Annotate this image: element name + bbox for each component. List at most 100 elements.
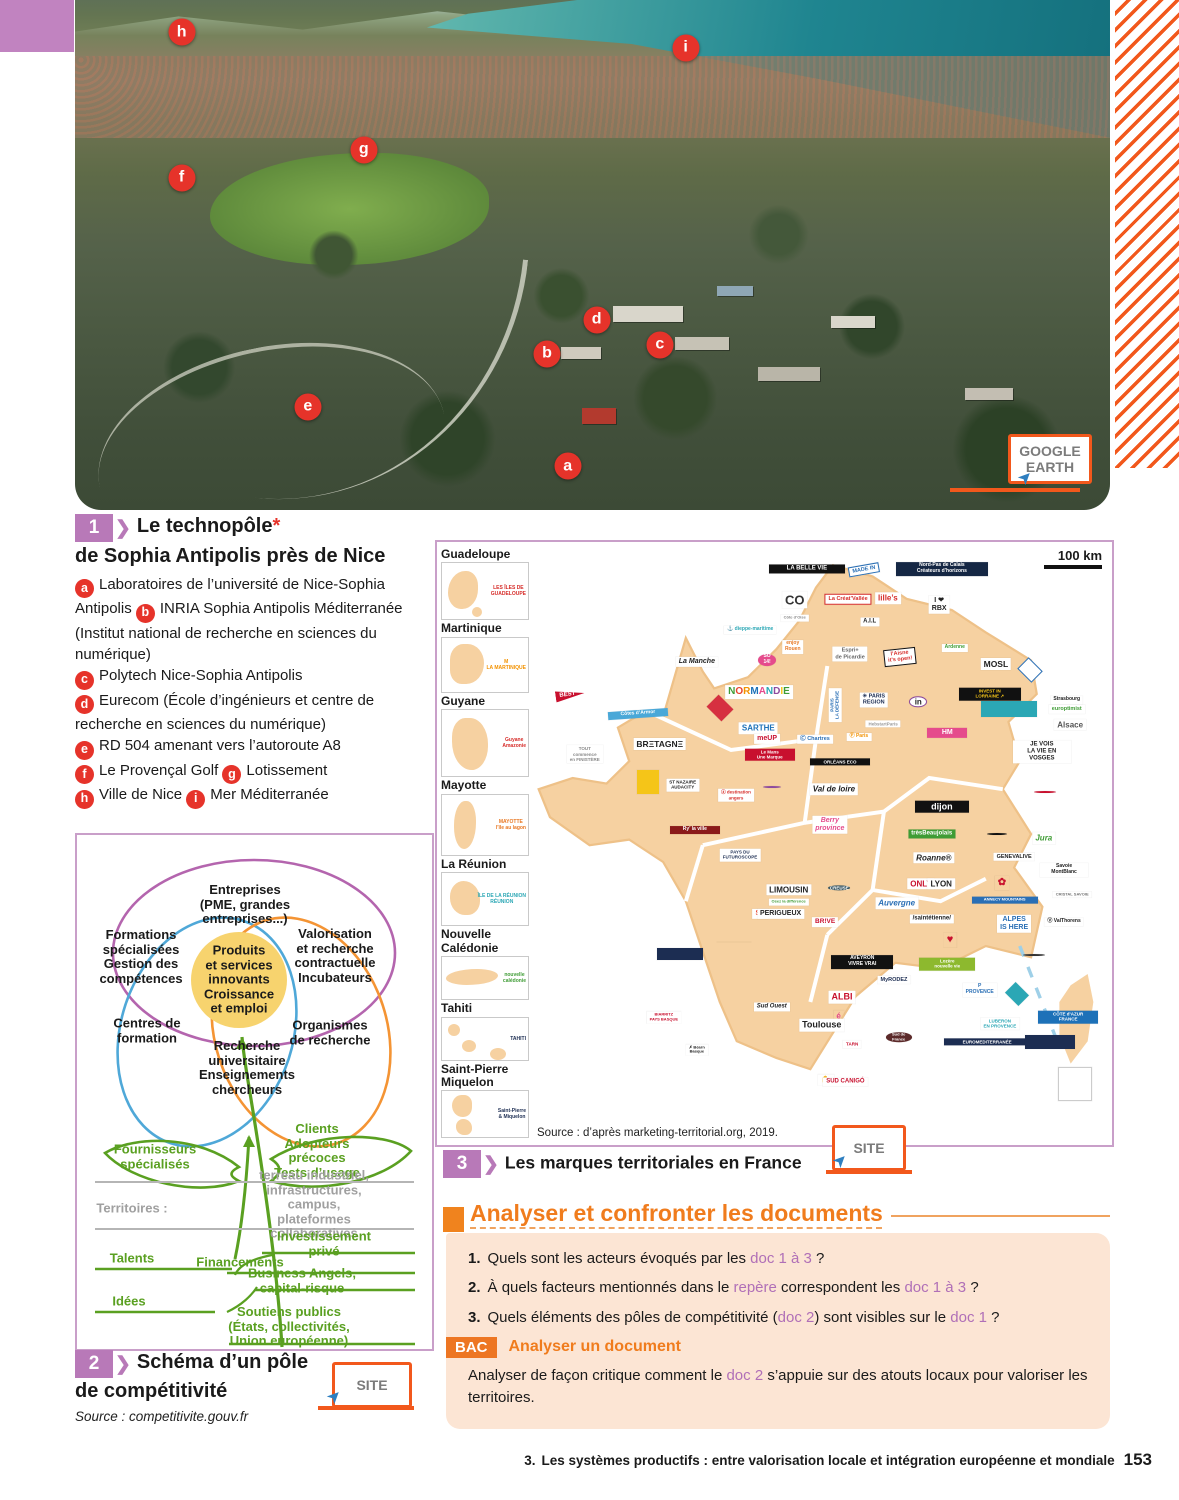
corner-decoration — [0, 0, 74, 52]
brand-chip: Côte d’Oise — [780, 614, 809, 622]
question-text: ? — [966, 1279, 979, 1297]
doc-reference-link[interactable]: doc 1 à 3 — [904, 1279, 967, 1297]
brand-chip: Ⓥ ValThorens — [1044, 917, 1084, 926]
map-scale: 100 km — [1044, 548, 1102, 569]
territory-box: LES ÎLES DE GUADELOUPE — [441, 562, 529, 621]
google-earth-credit: GOOGLE EARTH — [1008, 434, 1092, 484]
brand-chip: Savoie MontBlanc — [1040, 863, 1089, 877]
brand-chip: Côtes d’Armor — [607, 707, 669, 720]
brand-chip: GENEVALIVE — [993, 852, 1035, 862]
brand-chip — [1024, 1034, 1075, 1049]
doc2-diagram-panel: Entreprises (PME, grandes entreprises...… — [75, 833, 434, 1351]
brand-chip: JE VOIS LA VIE EN VOSGES — [1012, 740, 1071, 764]
territory-box: ÎLE DE LA RÉUNION RÉUNION — [441, 872, 529, 927]
question-row: 1. Quels sont les acteurs évoqués par les… — [468, 1249, 1090, 1269]
petal-label-organismes: Organismes de recherche — [289, 1017, 371, 1047]
brand-chip: é — [833, 1010, 843, 1021]
brand-chip: Sud Ouest — [753, 1002, 790, 1012]
brand-chip: meUP — [754, 734, 780, 745]
page-footer: 3. Les systèmes productifs : entre valor… — [524, 1450, 1152, 1470]
island-shape — [472, 607, 482, 618]
brand-chip: TARN — [843, 1040, 862, 1048]
brand-chip: I ❤ RBX — [928, 595, 950, 614]
photo-marker-i: i — [672, 34, 700, 62]
question-text: Quels éléments des pôles de compétitivit… — [487, 1308, 778, 1326]
section-marker — [443, 1207, 464, 1232]
credit-underline — [950, 488, 1080, 492]
chapter-title: Les systèmes productifs : entre valorisa… — [541, 1453, 1115, 1468]
territory-name: La Réunion — [441, 856, 507, 871]
building — [675, 336, 730, 350]
brand-chip: MOSL — [980, 657, 1012, 670]
legend-text: Laboratoires de l’université de Nice-Sop… — [75, 576, 385, 618]
brand-chip: lille’s — [875, 592, 901, 604]
territory-box: TAHITI — [441, 1016, 529, 1061]
territory-box: MAYOTTE l’île au lagon — [441, 793, 529, 856]
brand-chip: BEST — [555, 688, 585, 703]
brand-chip: ✿ — [995, 876, 1009, 890]
legend-badge-b: b — [135, 603, 155, 623]
bac-title: Analyser un document — [508, 1338, 681, 1356]
brand-chip: Toulouse — [799, 1018, 845, 1032]
scale-bar — [1044, 565, 1102, 569]
doc-reference-link[interactable]: doc 1 à 3 — [750, 1250, 812, 1267]
territory-name: Guadeloupe — [441, 547, 511, 561]
photo-marker-d: d — [583, 306, 611, 334]
question-text: Quels sont les acteurs évoqués par les — [487, 1250, 751, 1267]
financements-label: Financements — [196, 1254, 284, 1270]
brand-chip: Jura — [1032, 832, 1056, 844]
doc-reference-link[interactable]: repère — [733, 1279, 777, 1297]
site-label: SITE — [853, 1139, 885, 1156]
doc2-title-line1: Schéma d’un pôle — [136, 1351, 309, 1374]
brand-chip: Berry province — [812, 815, 848, 835]
stripe-decoration — [1115, 0, 1179, 468]
heading-rule — [890, 1215, 1110, 1217]
brand-chip: trèsBeaujolais — [908, 829, 956, 839]
brand-chip: SUD CANIGÓ — [823, 1077, 868, 1087]
flower-center-label: Produits et services innovants Croissanc… — [203, 942, 275, 1016]
doc-reference-link[interactable]: doc 1 — [950, 1308, 987, 1326]
brand-chip: BIARRITZ PAYS BASQUE — [647, 1011, 681, 1022]
brand-chip: SARTHE — [738, 722, 778, 735]
brand-chip: enjoy Rouen — [781, 640, 804, 654]
petal-label-recherche: Recherche universitaire Enseignements ch… — [198, 1037, 296, 1097]
doc3-title: Les marques territoriales en France — [504, 1152, 802, 1173]
leaf-label-clients: Clients Adopteurs précoces Tests d’usage — [274, 1120, 360, 1180]
legend-text: Ville de Nice — [99, 786, 187, 804]
question-row: 2. À quels facteurs mentionnés dans le re… — [468, 1278, 1090, 1298]
doc-reference-link[interactable]: doc 2 — [726, 1366, 764, 1384]
brand-chip — [1017, 657, 1044, 683]
site-underline — [318, 1406, 414, 1410]
brand-chip: CÔTE d’AZUR FRANCE — [1038, 1010, 1099, 1024]
petal-label-valorisation: Valorisation et recherche contractuelle … — [294, 925, 376, 985]
legend-badge-e: e — [75, 740, 94, 760]
brand-chip: LUBERON EN PROVENCE — [980, 1017, 1020, 1031]
territory-logo: nouvelle calédonie — [502, 972, 526, 985]
business-label: Business Angels, capital-risque — [248, 1265, 356, 1295]
brand-chip: ORLÉANS ECO — [809, 758, 870, 766]
territory-logo: MAYOTTE l’île au lagon — [495, 818, 526, 831]
island-shape — [490, 1047, 506, 1060]
island-shape — [452, 1095, 472, 1118]
brand-chip: NORMANDIE — [725, 685, 793, 700]
brand-chip: Lozère nouvelle vie — [919, 957, 976, 971]
doc3-caption: 3 ❯ Les marques territoriales en France — [443, 1150, 802, 1178]
island-shape — [454, 800, 476, 849]
photo-marker-c: c — [646, 331, 674, 359]
territoires-label: Territoires : — [96, 1200, 168, 1216]
brand-chip: Ry’ la ville — [669, 826, 720, 835]
brand-chip: CRISTAL SAVOIE — [1052, 891, 1092, 899]
doc3-site-button[interactable]: SITE — [832, 1125, 906, 1171]
legend-badge-d: d — [75, 695, 94, 715]
doc-reference-link[interactable]: doc 2 — [777, 1308, 815, 1326]
doc2-site-button[interactable]: SITE — [332, 1362, 412, 1408]
leaf-label-fournisseurs: Fournisseurs spécialisés — [113, 1141, 197, 1171]
brand-chip — [980, 701, 1037, 718]
brand-chip: Nord-Pas de Calais Créateurs d’horizons — [895, 562, 988, 577]
territory-logo: Saint-Pierre & Miquelon — [497, 1108, 526, 1121]
brand-chips-layer: LA BELLE VIE MADE IN Nord-Pas de Calais Cr… — [437, 542, 1112, 1145]
page-number: 153 — [1123, 1450, 1152, 1469]
question-text: ? — [811, 1250, 825, 1267]
doc1-legend: a Laboratoires de l’université de Nice-So… — [75, 574, 437, 809]
